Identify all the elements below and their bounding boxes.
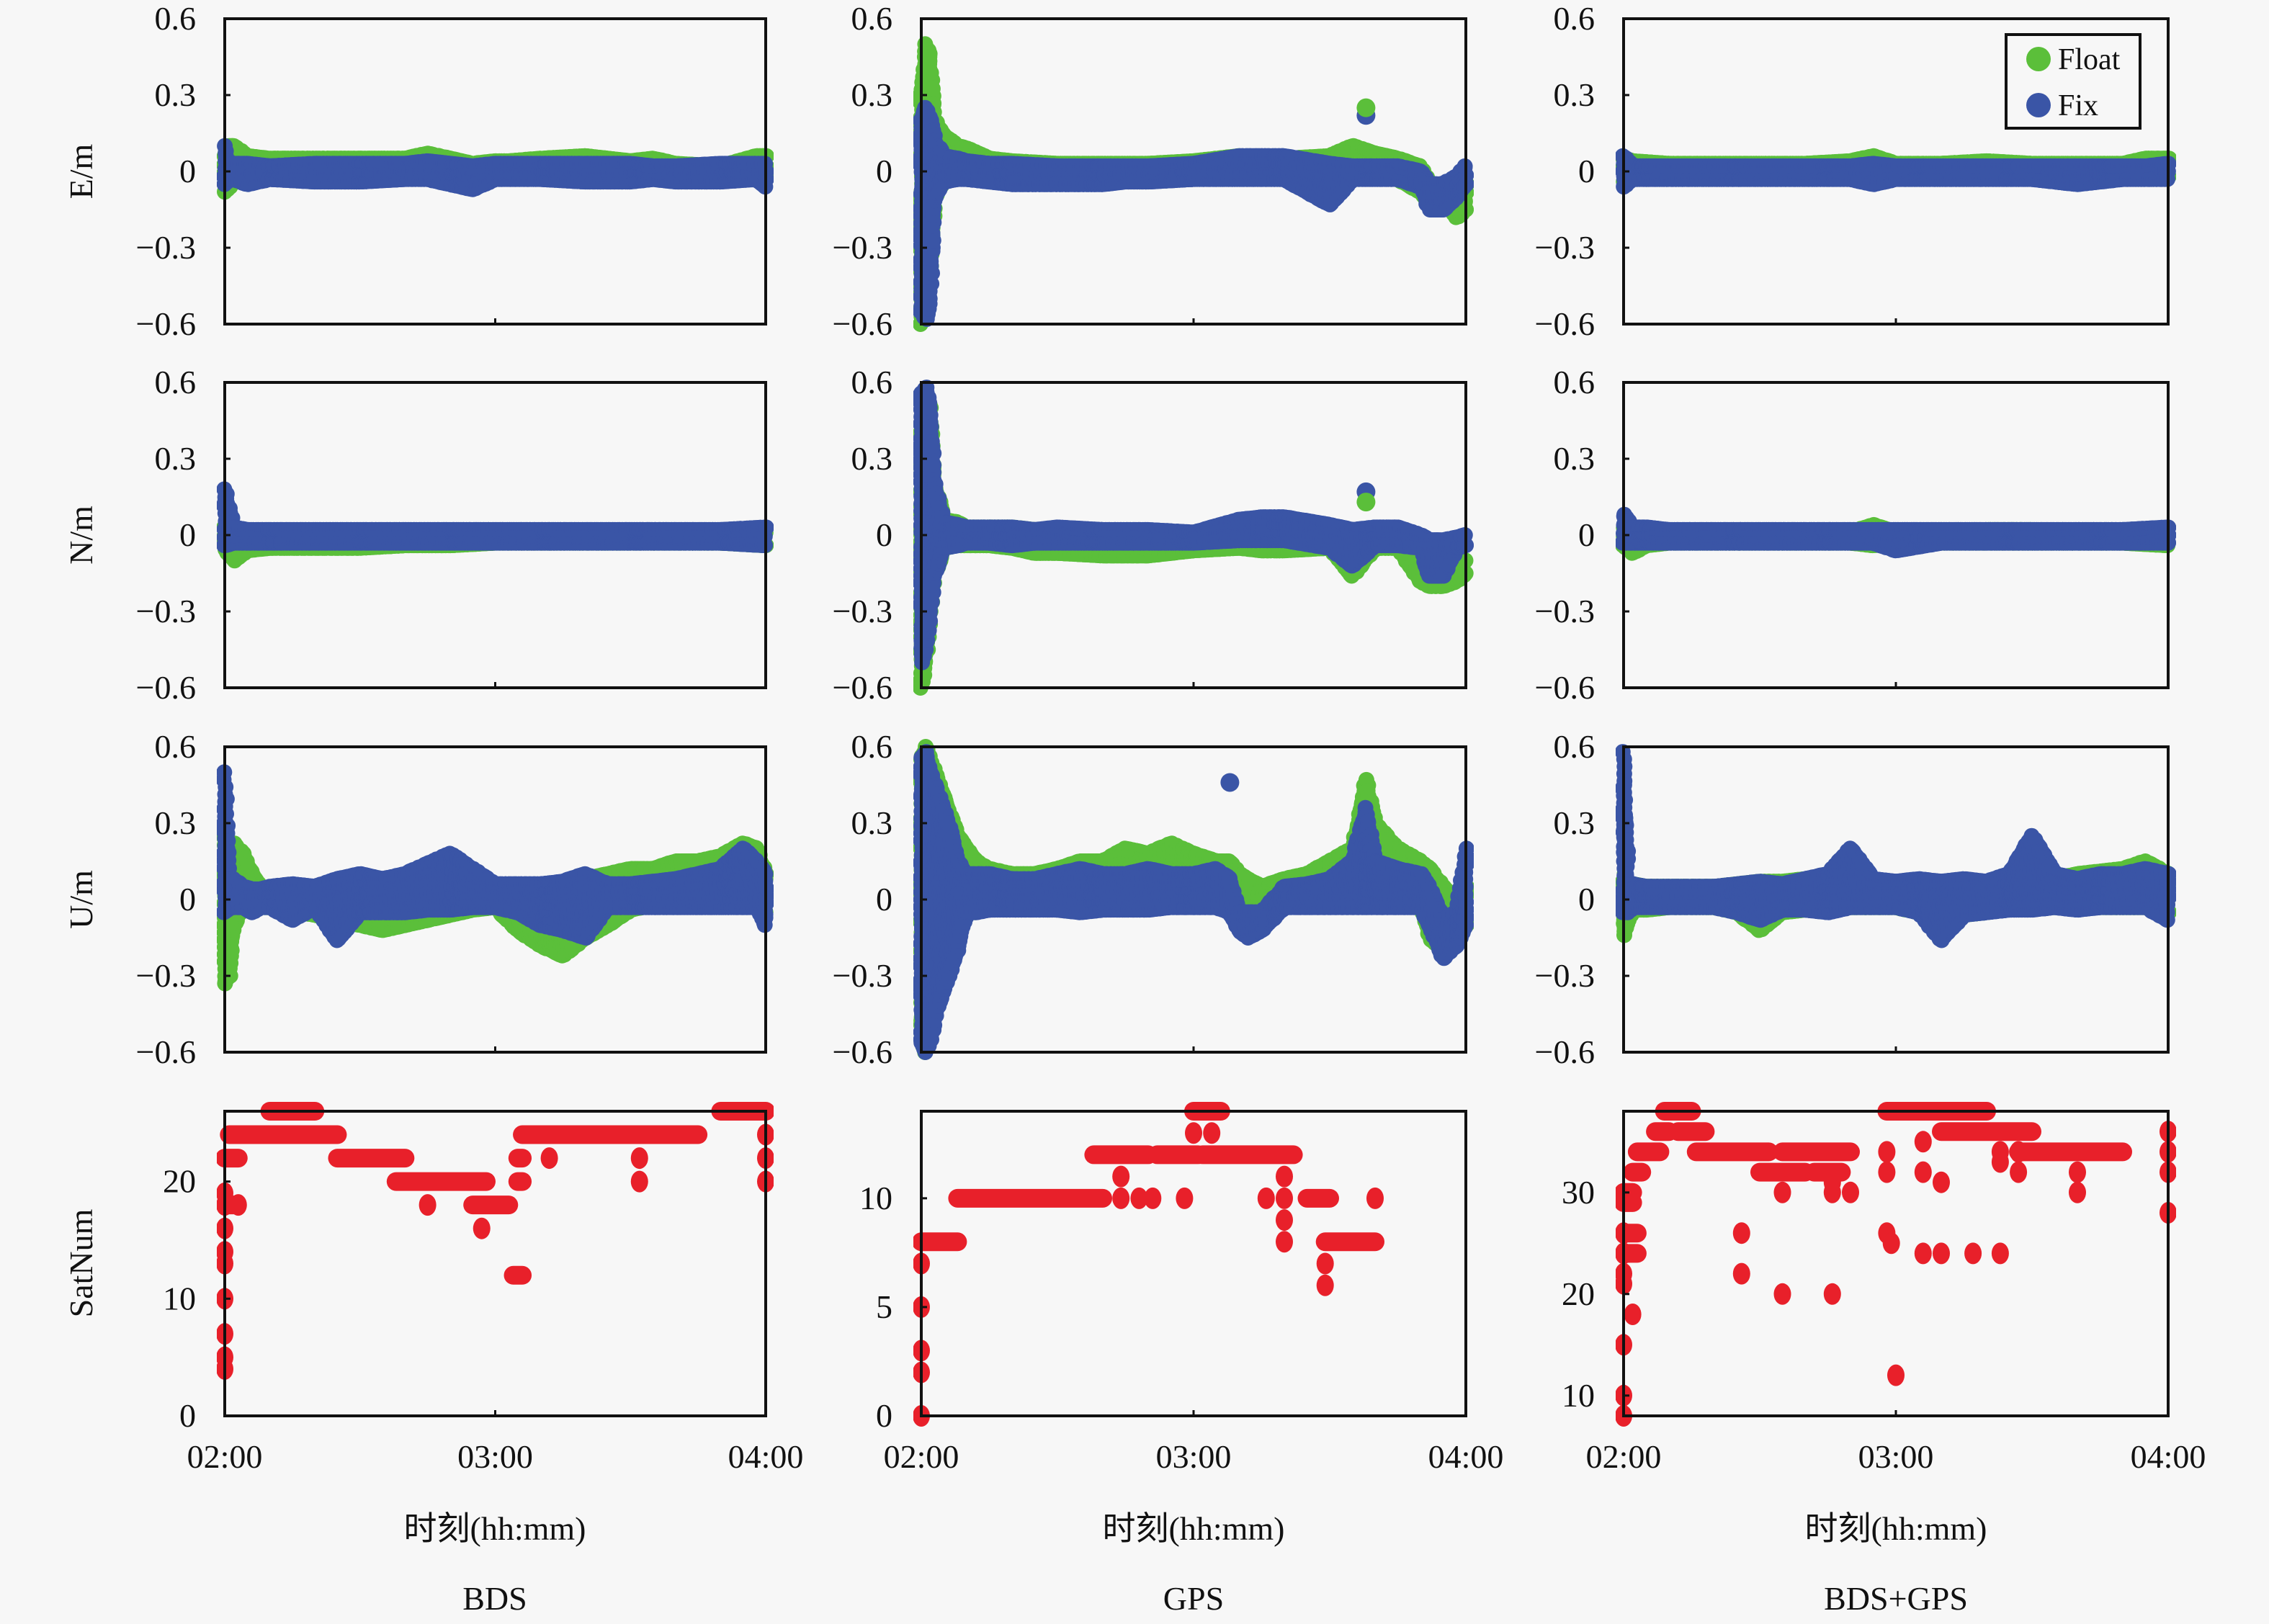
data-point xyxy=(924,81,941,97)
plot-area xyxy=(217,138,774,200)
y-tick-label: 0.3 xyxy=(155,76,197,113)
y-tick-label: −0.3 xyxy=(136,229,196,266)
plot-area xyxy=(913,36,1474,332)
y-tick-label: 0 xyxy=(179,153,196,189)
data-point xyxy=(923,65,939,81)
panel-gps-e: 0.60.30−0.3−0.6 xyxy=(833,0,1474,342)
data-point xyxy=(921,49,938,65)
series-fix xyxy=(913,99,1474,327)
y-tick-label: −0.6 xyxy=(136,305,196,342)
panel-bds-e: 0.6 0.3 0 −0.3 −0.6 xyxy=(136,0,774,342)
panels-layer: 0.60.30−0.3−0.60.60.30−0.3−0.60.60.30−0.… xyxy=(136,0,2206,1475)
series-fix xyxy=(217,138,774,197)
y-tick-label: 0.6 xyxy=(155,0,197,37)
